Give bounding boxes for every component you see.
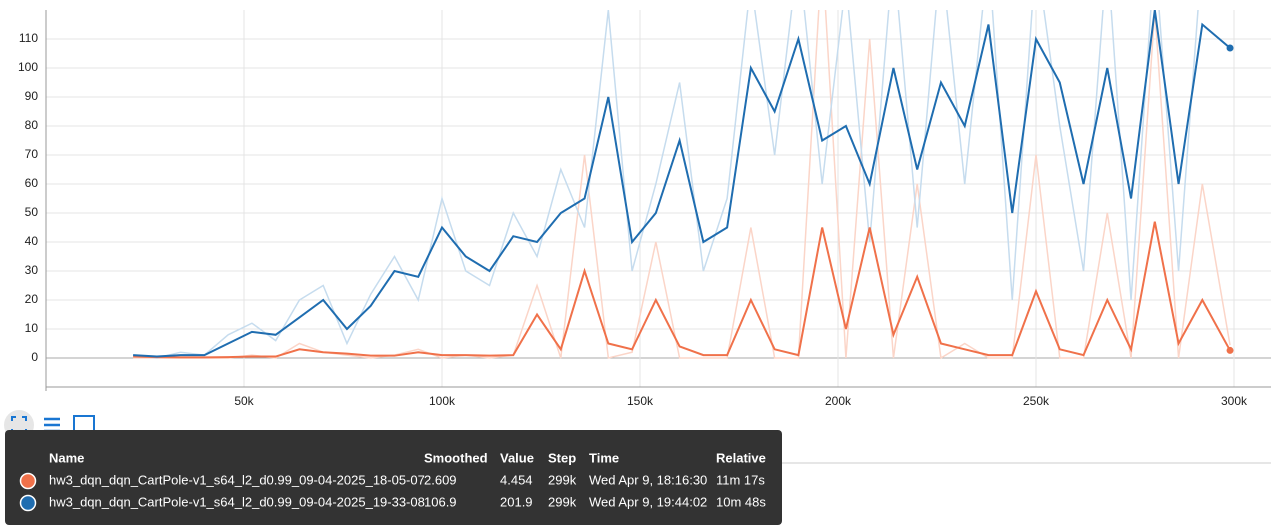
- x-tick-label: 50k: [234, 394, 254, 408]
- y-tick-label: 40: [25, 234, 39, 248]
- y-tick-label: 70: [25, 147, 39, 161]
- x-tick-label: 150k: [627, 394, 654, 408]
- x-tick-label: 200k: [825, 394, 852, 408]
- legend-swatch: [19, 494, 37, 512]
- raw-line: [133, 10, 1231, 360]
- y-tick-label: 10: [25, 321, 39, 335]
- end-point: [1226, 346, 1234, 354]
- tooltip-header: Name: [49, 450, 84, 465]
- tooltip-cell: 11m 17s: [716, 472, 765, 487]
- y-tick-label: 80: [25, 118, 39, 132]
- legend-swatch: [19, 472, 37, 490]
- tooltip-cell: 106.9: [424, 494, 457, 509]
- tooltip-cell: Wed Apr 9, 18:16:30: [589, 472, 707, 487]
- tooltip-cell: 2.609: [424, 472, 457, 487]
- y-tick-label: 30: [25, 263, 39, 277]
- tooltip-header: Value: [500, 450, 534, 465]
- y-tick-label: 100: [18, 60, 38, 74]
- tooltip-header: Smoothed: [424, 450, 488, 465]
- y-tick-label: 90: [25, 89, 39, 103]
- tooltip-cell: 201.9: [500, 494, 533, 509]
- x-tick-label: 300k: [1221, 394, 1248, 408]
- smoothed-line: [133, 221, 1231, 359]
- tooltip-cell: 10m 48s: [716, 494, 766, 509]
- tooltip-header: Time: [589, 450, 619, 465]
- y-tick-label: 110: [19, 31, 38, 45]
- tooltip-header: Step: [548, 450, 576, 465]
- fit-icon: [11, 416, 27, 434]
- end-point: [1226, 44, 1234, 52]
- tooltip-cell: 299k: [548, 472, 577, 487]
- x-tick-label: 100k: [429, 394, 456, 408]
- tooltip: Name Smoothed Value Step Time Relative hw3_dqn…: [5, 430, 782, 525]
- y-tick-label: 20: [25, 292, 39, 306]
- tooltip-cell: 4.454: [500, 472, 533, 487]
- tooltip-cell: Wed Apr 9, 19:44:02: [589, 494, 707, 509]
- log-button[interactable]: [44, 417, 60, 433]
- smoothed-line: [133, 10, 1231, 358]
- legend-name: hw3_dqn_dqn_CartPole-v1_s64_l2_d0.99_09-…: [49, 494, 425, 509]
- raw-line: [133, 10, 1199, 359]
- y-tick-label: 60: [25, 176, 39, 190]
- tooltip-header: Relative: [716, 450, 766, 465]
- y-tick-label: 0: [31, 350, 38, 364]
- tooltip-cell: 299k: [548, 494, 577, 509]
- tooltip-box: [5, 430, 782, 525]
- x-tick-label: 250k: [1023, 394, 1050, 408]
- y-tick-label: 50: [25, 205, 39, 219]
- legend-name: hw3_dqn_dqn_CartPole-v1_s64_l2_d0.99_09-…: [49, 472, 425, 487]
